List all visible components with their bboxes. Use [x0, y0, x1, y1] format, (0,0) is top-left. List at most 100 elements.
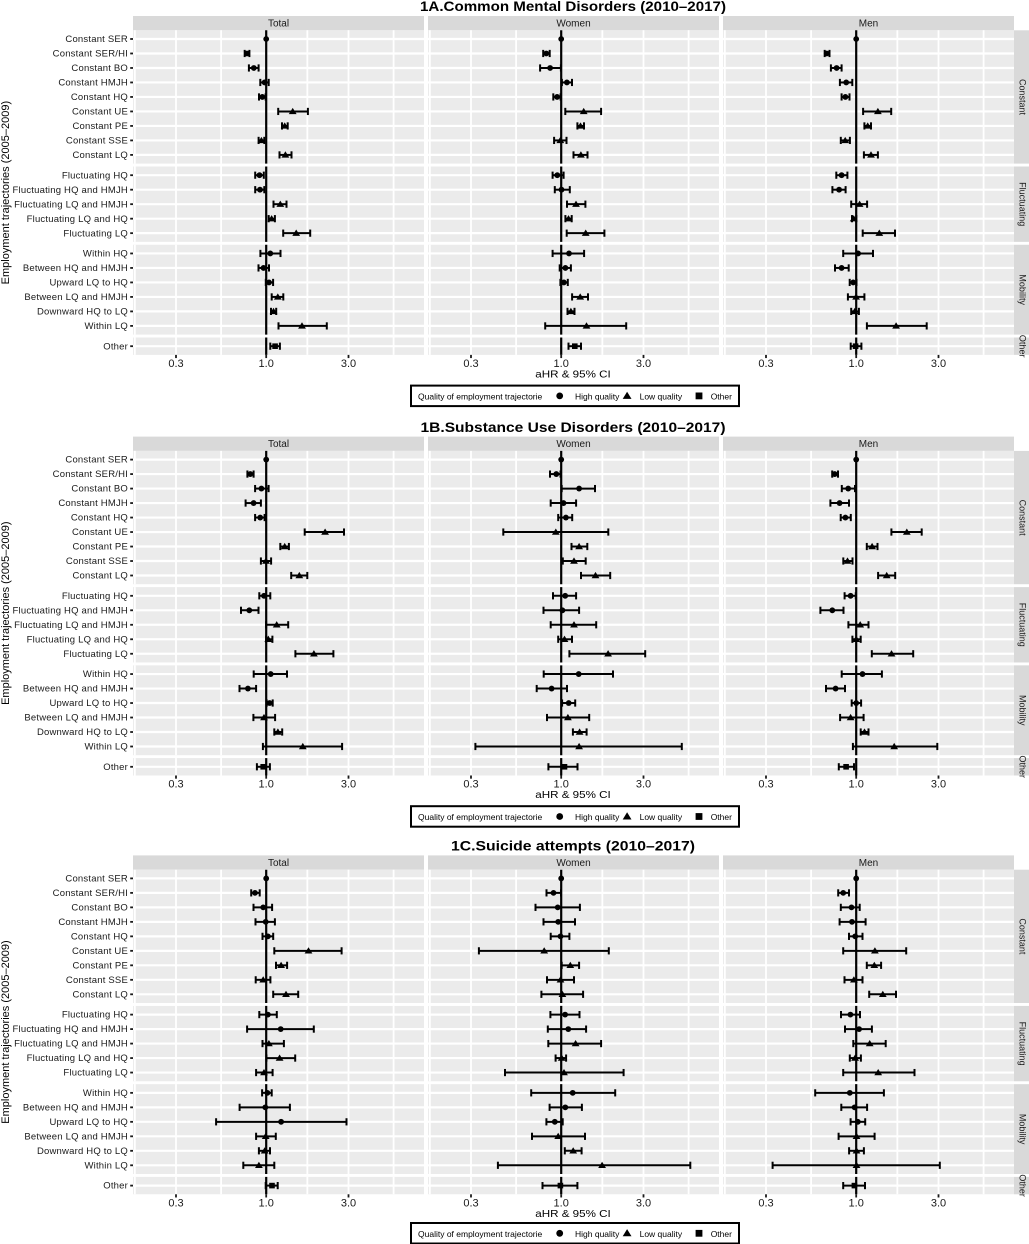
svg-text:Constant HQ: Constant HQ: [71, 92, 128, 103]
svg-text:Total: Total: [268, 19, 289, 30]
svg-text:1.0: 1.0: [259, 779, 274, 791]
svg-text:Other: Other: [103, 762, 128, 773]
svg-text:Downward HQ to LQ: Downward HQ to LQ: [37, 727, 128, 738]
svg-text:Men: Men: [859, 439, 878, 450]
svg-text:1.0: 1.0: [554, 1197, 569, 1209]
svg-text:1.0: 1.0: [554, 779, 569, 791]
svg-text:Fluctuating LQ and HQ: Fluctuating LQ and HQ: [27, 634, 128, 645]
svg-text:Fluctuating HQ and HMJH: Fluctuating HQ and HMJH: [13, 185, 128, 196]
svg-text:Between HQ and HMJH: Between HQ and HMJH: [23, 684, 128, 695]
svg-text:Women: Women: [556, 439, 590, 450]
svg-text:Fluctuating HQ and HMJH: Fluctuating HQ and HMJH: [13, 1024, 128, 1035]
svg-text:Within LQ: Within LQ: [84, 742, 128, 753]
svg-text:Fluctuating LQ: Fluctuating LQ: [63, 228, 128, 239]
svg-text:Total: Total: [268, 858, 289, 869]
svg-text:0.3: 0.3: [168, 358, 183, 370]
svg-text:Employment trajectories (2005–: Employment trajectories (2005–2009): [0, 940, 12, 1123]
svg-text:3.0: 3.0: [341, 1197, 356, 1209]
svg-text:Constant HMJH: Constant HMJH: [58, 78, 128, 89]
svg-text:Other: Other: [1018, 756, 1028, 779]
svg-text:Constant HMJH: Constant HMJH: [58, 917, 128, 928]
svg-text:Fluctuating LQ: Fluctuating LQ: [63, 1068, 128, 1079]
svg-text:Constant: Constant: [1018, 918, 1028, 955]
svg-text:Women: Women: [556, 19, 590, 30]
svg-text:Mobility: Mobility: [1018, 274, 1028, 305]
svg-text:Fluctuating: Fluctuating: [1018, 1022, 1028, 1066]
svg-text:Constant BO: Constant BO: [71, 902, 128, 913]
svg-text:Constant LQ: Constant LQ: [72, 150, 128, 161]
svg-text:Downward HQ to LQ: Downward HQ to LQ: [37, 1146, 128, 1157]
svg-text:0.3: 0.3: [758, 1197, 773, 1209]
svg-text:Constant PE: Constant PE: [72, 121, 128, 132]
svg-text:3.0: 3.0: [341, 779, 356, 791]
svg-text:Constant SER: Constant SER: [65, 34, 128, 45]
svg-text:3.0: 3.0: [931, 1197, 946, 1209]
svg-text:Constant LQ: Constant LQ: [72, 571, 128, 582]
svg-text:Upward LQ to HQ: Upward LQ to HQ: [50, 698, 129, 709]
svg-text:Constant: Constant: [1018, 500, 1028, 537]
svg-text:Other: Other: [103, 341, 128, 352]
svg-text:Quality of employment trajecto: Quality of employment trajectorie: [418, 812, 543, 822]
svg-text:Other: Other: [711, 391, 732, 401]
svg-text:Constant SSE: Constant SSE: [66, 136, 128, 147]
svg-text:Fluctuating HQ: Fluctuating HQ: [62, 591, 128, 602]
svg-text:Within HQ: Within HQ: [83, 249, 128, 260]
svg-text:1.0: 1.0: [849, 1197, 864, 1209]
svg-text:Fluctuating LQ and HQ: Fluctuating LQ and HQ: [27, 214, 128, 225]
svg-text:Constant SER/HI: Constant SER/HI: [53, 469, 128, 480]
svg-text:Constant HMJH: Constant HMJH: [58, 498, 128, 509]
svg-text:Between LQ and HMJH: Between LQ and HMJH: [24, 713, 128, 724]
svg-text:1.0: 1.0: [259, 358, 274, 370]
svg-text:Fluctuating HQ: Fluctuating HQ: [62, 1010, 128, 1021]
svg-text:Employment trajectories (2005–: Employment trajectories (2005–2009): [0, 101, 12, 284]
svg-text:Constant PE: Constant PE: [72, 960, 128, 971]
svg-text:Low quality: Low quality: [640, 391, 683, 401]
svg-text:0.3: 0.3: [463, 1197, 478, 1209]
svg-text:Constant: Constant: [1018, 79, 1028, 116]
svg-text:Constant SER/HI: Constant SER/HI: [53, 49, 128, 60]
svg-text:1B.Substance Use Disorders (20: 1B.Substance Use Disorders (2010–2017): [421, 419, 726, 435]
svg-text:Employment trajectories (2005–: Employment trajectories (2005–2009): [0, 521, 12, 704]
svg-text:Men: Men: [859, 858, 878, 869]
svg-text:Upward LQ to HQ: Upward LQ to HQ: [50, 1117, 129, 1128]
svg-text:Mobility: Mobility: [1018, 695, 1028, 726]
svg-text:1C.Suicide attempts (2010–2017: 1C.Suicide attempts (2010–2017): [451, 838, 695, 854]
svg-text:High quality: High quality: [575, 812, 620, 822]
svg-text:Other: Other: [711, 1229, 732, 1239]
svg-text:Other: Other: [103, 1181, 128, 1192]
svg-text:3.0: 3.0: [931, 779, 946, 791]
svg-text:aHR & 95% CI: aHR & 95% CI: [535, 1208, 611, 1220]
svg-text:Other: Other: [1018, 1174, 1028, 1197]
svg-text:Fluctuating: Fluctuating: [1018, 603, 1028, 647]
svg-text:Within HQ: Within HQ: [83, 669, 128, 680]
svg-text:Fluctuating HQ and HMJH: Fluctuating HQ and HMJH: [13, 605, 128, 616]
svg-text:1.0: 1.0: [849, 358, 864, 370]
svg-text:Fluctuating LQ and HMJH: Fluctuating LQ and HMJH: [14, 1039, 128, 1050]
svg-text:3.0: 3.0: [636, 779, 651, 791]
svg-text:0.3: 0.3: [758, 779, 773, 791]
svg-text:Constant HQ: Constant HQ: [71, 931, 128, 942]
svg-text:Constant BO: Constant BO: [71, 484, 128, 495]
svg-text:Fluctuating LQ: Fluctuating LQ: [63, 649, 128, 660]
svg-text:3.0: 3.0: [341, 358, 356, 370]
svg-text:High quality: High quality: [575, 391, 620, 401]
svg-text:1A.Common Mental Disorders (20: 1A.Common Mental Disorders (2010–2017): [420, 0, 726, 14]
svg-text:Within LQ: Within LQ: [84, 1160, 128, 1171]
svg-text:0.3: 0.3: [168, 1197, 183, 1209]
svg-text:Total: Total: [268, 439, 289, 450]
svg-text:Women: Women: [556, 858, 590, 869]
svg-text:Between HQ and HMJH: Between HQ and HMJH: [23, 1102, 128, 1113]
svg-text:Quality of employment trajecto: Quality of employment trajectorie: [418, 1229, 543, 1239]
svg-text:Fluctuating LQ and HMJH: Fluctuating LQ and HMJH: [14, 199, 128, 210]
svg-text:Fluctuating HQ: Fluctuating HQ: [62, 170, 128, 181]
svg-text:3.0: 3.0: [636, 1197, 651, 1209]
svg-text:Constant SER: Constant SER: [65, 455, 128, 466]
svg-text:Mobility: Mobility: [1018, 1114, 1028, 1145]
svg-text:3.0: 3.0: [931, 358, 946, 370]
svg-text:0.3: 0.3: [463, 358, 478, 370]
svg-text:1.0: 1.0: [259, 1197, 274, 1209]
svg-text:Low quality: Low quality: [640, 812, 683, 822]
svg-text:Within HQ: Within HQ: [83, 1088, 128, 1099]
svg-text:1.0: 1.0: [554, 358, 569, 370]
svg-text:Upward LQ to HQ: Upward LQ to HQ: [50, 278, 129, 289]
